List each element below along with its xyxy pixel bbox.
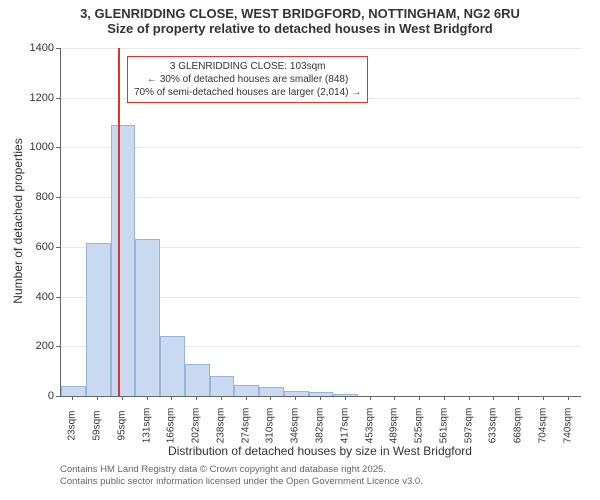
histogram-bar bbox=[185, 364, 210, 396]
plot-area: 3 GLENRIDDING CLOSE: 103sqm← 30% of deta… bbox=[60, 48, 581, 397]
y-tick-mark bbox=[56, 346, 60, 347]
y-axis-label: Number of detached properties bbox=[11, 121, 25, 321]
y-tick-mark bbox=[56, 48, 60, 49]
annotation-line3: 70% of semi-detached houses are larger (… bbox=[134, 86, 361, 99]
x-tick-label: 382sqm bbox=[315, 408, 326, 444]
x-tick-mark bbox=[196, 396, 197, 400]
x-tick-label: 561sqm bbox=[438, 408, 449, 444]
annotation-line2: ← 30% of detached houses are smaller (84… bbox=[134, 73, 361, 86]
x-tick-mark bbox=[221, 396, 222, 400]
x-tick-label: 489sqm bbox=[389, 408, 400, 444]
x-tick-label: 597sqm bbox=[463, 408, 474, 444]
gridline bbox=[61, 197, 581, 198]
x-tick-label: 346sqm bbox=[290, 408, 301, 444]
histogram-bar bbox=[135, 239, 160, 396]
x-tick-mark bbox=[72, 396, 73, 400]
histogram-bar bbox=[111, 125, 136, 396]
footer-attribution: Contains HM Land Registry data © Crown c… bbox=[60, 464, 423, 489]
annotation-box: 3 GLENRIDDING CLOSE: 103sqm← 30% of deta… bbox=[127, 56, 368, 103]
y-tick-mark bbox=[56, 197, 60, 198]
x-tick-mark bbox=[345, 396, 346, 400]
x-tick-mark bbox=[320, 396, 321, 400]
y-tick-mark bbox=[56, 147, 60, 148]
x-tick-label: 274sqm bbox=[240, 408, 251, 444]
property-marker-line bbox=[118, 48, 120, 396]
histogram-chart: 3, GLENRIDDING CLOSE, WEST BRIDGFORD, NO… bbox=[0, 0, 600, 500]
chart-title-line1: 3, GLENRIDDING CLOSE, WEST BRIDGFORD, NO… bbox=[0, 6, 600, 21]
x-tick-label: 417sqm bbox=[339, 408, 350, 444]
x-tick-label: 310sqm bbox=[265, 408, 276, 444]
x-tick-label: 525sqm bbox=[414, 408, 425, 444]
x-tick-label: 59sqm bbox=[92, 410, 103, 440]
x-tick-mark bbox=[419, 396, 420, 400]
footer-line2: Contains public sector information licen… bbox=[60, 476, 423, 488]
histogram-bar bbox=[160, 336, 185, 396]
gridline bbox=[61, 48, 581, 49]
x-tick-mark bbox=[295, 396, 296, 400]
x-tick-label: 633sqm bbox=[488, 408, 499, 444]
x-tick-mark bbox=[122, 396, 123, 400]
y-tick-label: 0 bbox=[14, 390, 54, 402]
x-tick-label: 95sqm bbox=[116, 410, 127, 440]
x-tick-mark bbox=[444, 396, 445, 400]
x-tick-mark bbox=[394, 396, 395, 400]
histogram-bar bbox=[333, 394, 358, 396]
x-tick-mark bbox=[543, 396, 544, 400]
x-tick-mark bbox=[171, 396, 172, 400]
histogram-bar bbox=[86, 243, 111, 396]
chart-title-block: 3, GLENRIDDING CLOSE, WEST BRIDGFORD, NO… bbox=[0, 0, 600, 36]
x-tick-mark bbox=[246, 396, 247, 400]
x-tick-mark bbox=[270, 396, 271, 400]
x-tick-label: 740sqm bbox=[562, 408, 573, 444]
x-tick-mark bbox=[370, 396, 371, 400]
x-tick-mark bbox=[568, 396, 569, 400]
x-tick-label: 238sqm bbox=[215, 408, 226, 444]
gridline bbox=[61, 147, 581, 148]
y-tick-label: 200 bbox=[14, 340, 54, 352]
x-axis-label: Distribution of detached houses by size … bbox=[60, 444, 580, 458]
x-tick-mark bbox=[469, 396, 470, 400]
y-tick-mark bbox=[56, 396, 60, 397]
footer-line1: Contains HM Land Registry data © Crown c… bbox=[60, 464, 423, 476]
gridline bbox=[61, 396, 581, 397]
x-tick-mark bbox=[518, 396, 519, 400]
y-tick-mark bbox=[56, 297, 60, 298]
histogram-bar bbox=[61, 386, 86, 396]
histogram-bar bbox=[210, 376, 235, 396]
x-tick-label: 668sqm bbox=[513, 408, 524, 444]
y-tick-label: 1200 bbox=[14, 92, 54, 104]
x-tick-label: 131sqm bbox=[141, 408, 152, 444]
chart-title-line2: Size of property relative to detached ho… bbox=[0, 21, 600, 36]
y-tick-mark bbox=[56, 247, 60, 248]
x-tick-label: 202sqm bbox=[191, 408, 202, 444]
y-tick-label: 1400 bbox=[14, 42, 54, 54]
y-tick-mark bbox=[56, 98, 60, 99]
annotation-line1: 3 GLENRIDDING CLOSE: 103sqm bbox=[134, 60, 361, 73]
x-tick-label: 704sqm bbox=[537, 408, 548, 444]
x-tick-label: 453sqm bbox=[364, 408, 375, 444]
histogram-bar bbox=[259, 387, 284, 396]
histogram-bar bbox=[234, 385, 259, 396]
x-tick-label: 23sqm bbox=[67, 410, 78, 440]
x-tick-mark bbox=[97, 396, 98, 400]
x-tick-mark bbox=[493, 396, 494, 400]
x-tick-label: 166sqm bbox=[166, 408, 177, 444]
x-tick-mark bbox=[147, 396, 148, 400]
